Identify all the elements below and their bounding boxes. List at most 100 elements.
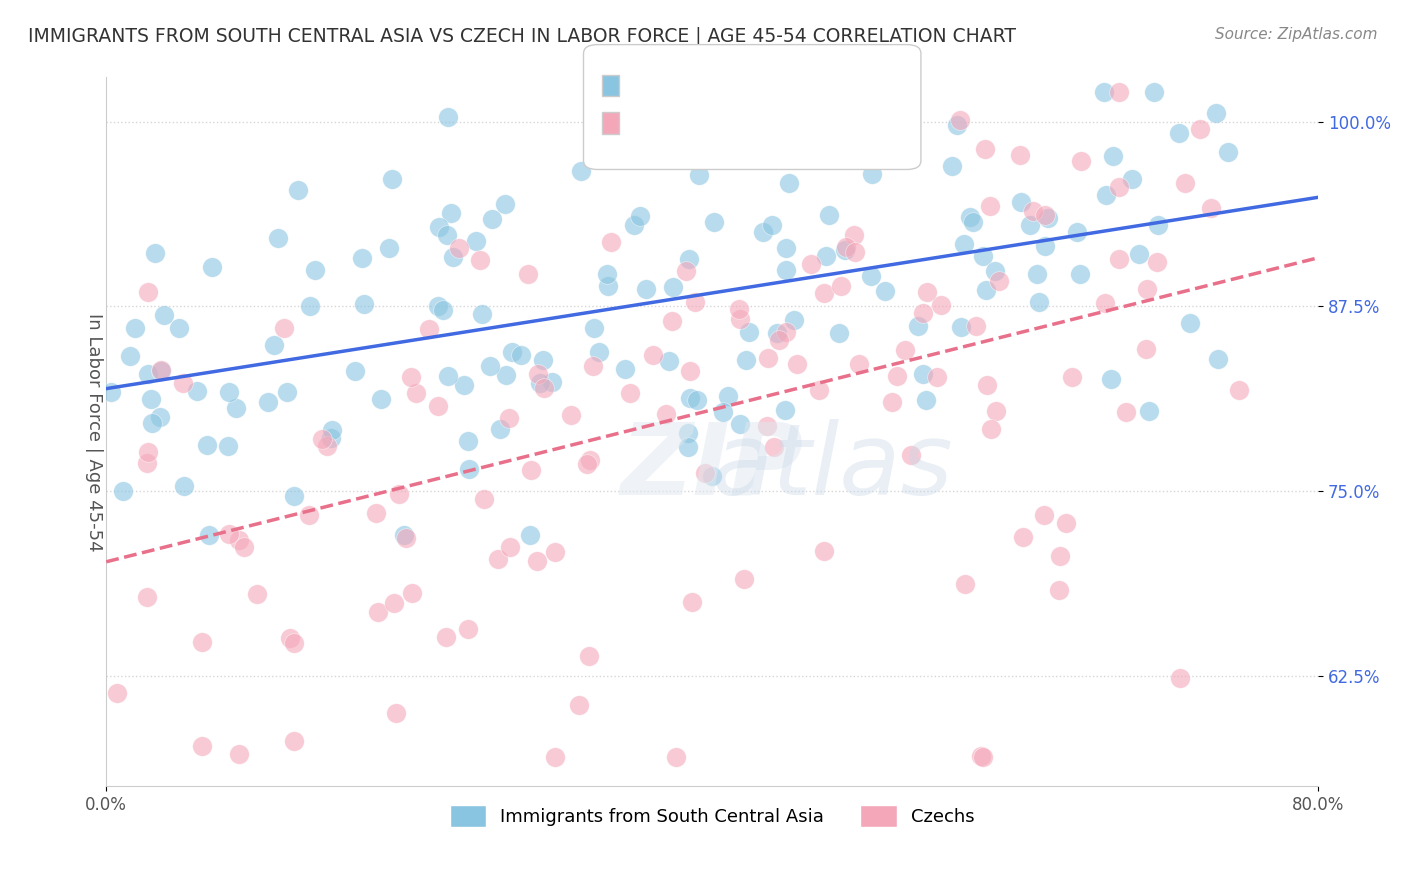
Text: Source: ZipAtlas.com: Source: ZipAtlas.com	[1215, 27, 1378, 42]
Point	[775, 325, 797, 339]
Legend: Immigrants from South Central Asia, Czechs: Immigrants from South Central Asia, Czec…	[443, 797, 981, 834]
Point	[471, 307, 494, 321]
Point	[399, 370, 422, 384]
Point	[218, 385, 240, 400]
Point	[1099, 371, 1122, 385]
Point	[582, 359, 605, 373]
Point	[350, 251, 373, 265]
Point	[191, 635, 214, 649]
Point	[560, 408, 582, 422]
Point	[886, 369, 908, 384]
Point	[828, 326, 851, 341]
Point	[311, 432, 333, 446]
Point	[728, 417, 751, 431]
Point	[658, 354, 681, 368]
Point	[900, 448, 922, 462]
Point	[844, 245, 866, 260]
Point	[676, 426, 699, 441]
Point	[894, 343, 917, 357]
Point	[1189, 121, 1212, 136]
Point	[762, 440, 785, 454]
Point	[675, 264, 697, 278]
Point	[486, 552, 509, 566]
Point	[1128, 247, 1150, 261]
Point	[172, 376, 194, 390]
Point	[578, 649, 600, 664]
Point	[458, 462, 481, 476]
Point	[1033, 239, 1056, 253]
Point	[752, 225, 775, 239]
Point	[953, 577, 976, 591]
Point	[457, 434, 479, 449]
Point	[807, 114, 830, 128]
Point	[436, 227, 458, 242]
Point	[980, 421, 1002, 435]
Point	[835, 239, 858, 253]
Point	[377, 241, 399, 255]
Point	[740, 85, 762, 99]
Point	[343, 364, 366, 378]
Point	[1033, 508, 1056, 523]
Point	[276, 385, 298, 400]
Point	[427, 219, 450, 234]
Point	[755, 419, 778, 434]
Point	[678, 440, 700, 454]
Point	[278, 632, 301, 646]
Point	[453, 377, 475, 392]
Point	[141, 416, 163, 430]
Point	[973, 142, 995, 156]
Point	[434, 630, 457, 644]
Point	[813, 544, 835, 558]
Point	[298, 299, 321, 313]
Point	[366, 506, 388, 520]
Point	[298, 508, 321, 523]
Point	[246, 587, 269, 601]
Point	[1022, 204, 1045, 219]
Point	[598, 278, 620, 293]
Point	[526, 554, 548, 568]
Point	[661, 280, 683, 294]
Point	[703, 215, 725, 229]
Point	[283, 490, 305, 504]
Point	[426, 299, 449, 313]
Point	[579, 453, 602, 467]
Point	[568, 698, 591, 713]
Point	[970, 749, 993, 764]
Point	[304, 262, 326, 277]
Text: IMMIGRANTS FROM SOUTH CENTRAL ASIA VS CZECH IN LABOR FORCE | AGE 45-54 CORRELATI: IMMIGRANTS FROM SOUTH CENTRAL ASIA VS CZ…	[28, 27, 1017, 46]
Point	[925, 369, 948, 384]
Point	[384, 706, 406, 720]
Point	[775, 241, 797, 255]
Point	[778, 176, 800, 190]
Point	[972, 249, 994, 263]
Point	[1028, 294, 1050, 309]
Point	[152, 308, 174, 322]
Point	[1146, 254, 1168, 268]
Point	[818, 209, 841, 223]
Point	[661, 313, 683, 327]
Point	[984, 264, 1007, 278]
Y-axis label: In Labor Force | Age 45-54: In Labor Force | Age 45-54	[86, 313, 104, 551]
Point	[481, 211, 503, 226]
Point	[766, 326, 789, 340]
Point	[1054, 516, 1077, 531]
Point	[283, 733, 305, 747]
Point	[738, 325, 761, 339]
Point	[848, 357, 870, 371]
Point	[418, 322, 440, 336]
Point	[263, 338, 285, 352]
Point	[139, 392, 162, 407]
Point	[519, 528, 541, 542]
Point	[381, 172, 404, 186]
Point	[620, 85, 643, 99]
Point	[735, 353, 758, 368]
Point	[813, 285, 835, 300]
Point	[1108, 252, 1130, 266]
Point	[679, 364, 702, 378]
Point	[654, 408, 676, 422]
Point	[949, 113, 972, 128]
Point	[370, 392, 392, 407]
Point	[136, 285, 159, 299]
Point	[596, 267, 619, 281]
Point	[952, 236, 974, 251]
